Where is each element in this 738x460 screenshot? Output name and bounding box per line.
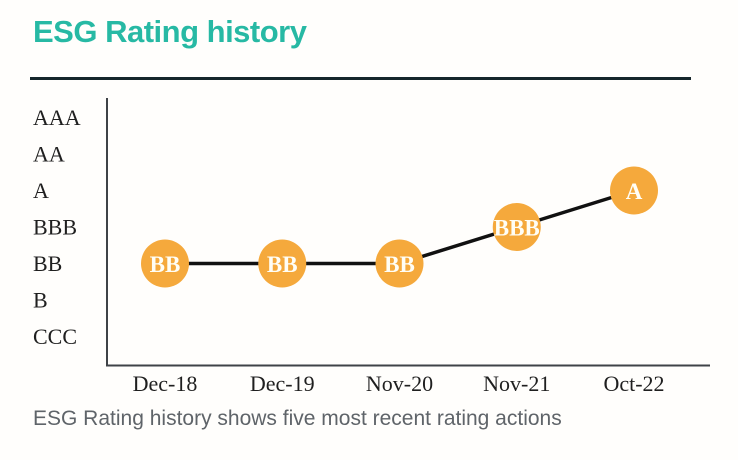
esg-rating-history-chart: AAA AA A BBB BB B CCC Dec-18 Dec-19 Nov-20 Nov-21 O… [0, 90, 738, 410]
rating-marker-label: A [626, 179, 643, 204]
rating-marker-oct-22 [610, 166, 658, 215]
y-axis-label-aa: AA [33, 142, 65, 167]
page-title: ESG Rating history [33, 14, 307, 49]
rating-marker-label: BB [267, 252, 298, 277]
y-axis-label-bbb: BBB [33, 215, 77, 240]
rating-marker-nov-20 [375, 239, 424, 288]
x-axis-label-dec-19: Dec-19 [250, 371, 315, 396]
rating-marker-dec-18 [141, 239, 189, 288]
chart-caption: ESG Rating history shows five most recen… [33, 407, 562, 430]
title-divider [30, 77, 691, 80]
y-axis-label-a: A [33, 178, 49, 203]
y-axis-label-ccc: CCC [33, 324, 77, 349]
x-axis-label-nov-21: Nov-21 [483, 371, 550, 396]
x-axis-label-oct-22: Oct-22 [603, 371, 664, 396]
rating-marker-dec-19 [258, 239, 307, 288]
rating-marker-label: BB [384, 252, 415, 277]
rating-marker-label: BB [150, 252, 181, 277]
y-axis-label-aaa: AAA [33, 105, 81, 130]
rating-marker-label: BBB [494, 216, 540, 241]
y-axis-label-b: B [33, 288, 48, 313]
x-axis-label-nov-20: Nov-20 [366, 371, 433, 396]
y-axis-label-bb: BB [33, 251, 62, 276]
rating-marker-nov-21 [492, 203, 541, 251]
x-axis-label-dec-18: Dec-18 [133, 371, 198, 396]
